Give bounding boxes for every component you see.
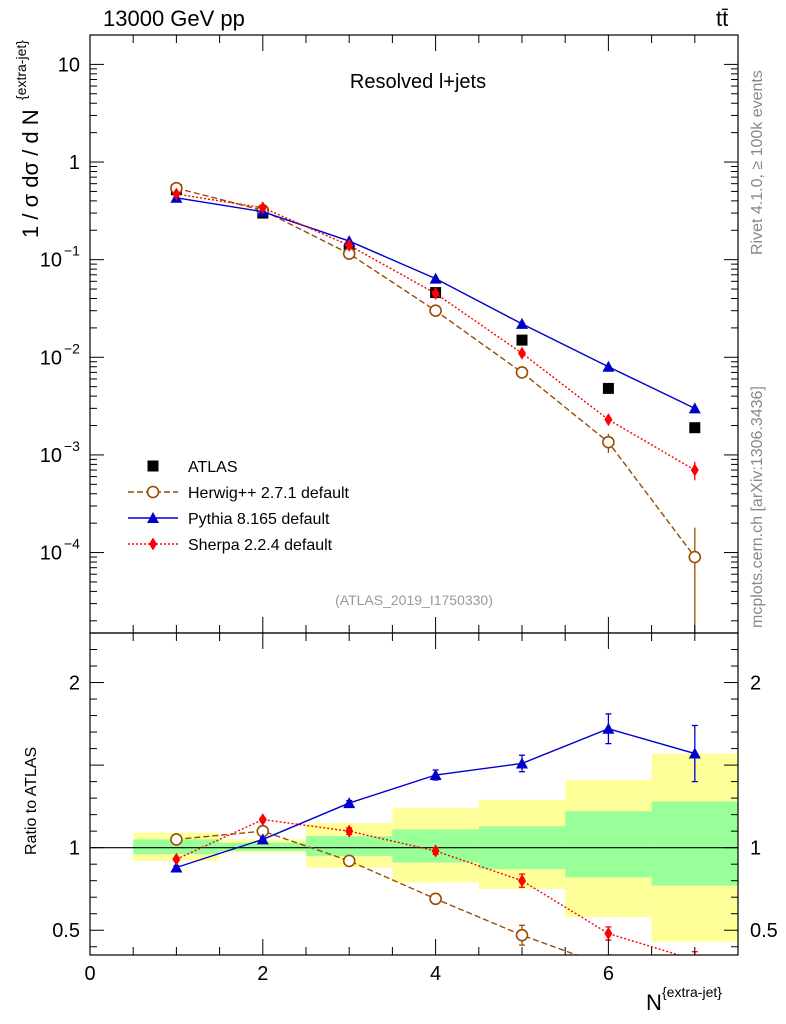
data-point-atlas bbox=[689, 422, 701, 434]
ratio-point-pythia bbox=[170, 861, 183, 873]
ratio-point-herwig bbox=[515, 928, 529, 942]
ratio-point-pythia bbox=[343, 797, 356, 809]
series-line-sherpa bbox=[176, 193, 696, 471]
ratio-y-tick-label-right: 0.5 bbox=[750, 920, 778, 942]
ratio-frame bbox=[89, 632, 739, 956]
y-tick-exponent: −1 bbox=[64, 243, 80, 259]
data-point-pythia bbox=[429, 272, 442, 284]
ratio-point-sherpa bbox=[431, 844, 440, 858]
data-point-sherpa bbox=[172, 187, 181, 201]
y-tick-label: 10 bbox=[58, 54, 80, 76]
band-green bbox=[651, 801, 738, 886]
energy-label: 13000 GeV pp bbox=[103, 6, 245, 31]
data-point-sherpa bbox=[431, 287, 440, 301]
x-axis-label: N {extra-jet} bbox=[646, 984, 722, 1015]
data-point-atlas bbox=[516, 334, 528, 346]
x-axis-label-sup: {extra-jet} bbox=[662, 984, 722, 1000]
legend-marker-sherpa bbox=[149, 537, 157, 551]
legend-label-pythia: Pythia 8.165 default bbox=[188, 511, 330, 528]
ratio-point-sherpa bbox=[604, 927, 613, 941]
ratio-point-sherpa bbox=[345, 824, 354, 838]
chart-title: Resolved l+jets bbox=[350, 71, 486, 93]
analysis-tag: (ATLAS_2019_I1750330) bbox=[335, 592, 493, 608]
data-point-pythia bbox=[602, 360, 615, 372]
ratio-y-tick-label-right: 1 bbox=[750, 838, 761, 860]
data-point-herwig bbox=[515, 366, 529, 379]
legend-marker-pythia bbox=[147, 512, 159, 523]
legend-label-herwig: Herwig++ 2.7.1 default bbox=[188, 485, 350, 502]
data-point-sherpa bbox=[518, 346, 526, 360]
data-point-atlas bbox=[602, 382, 614, 394]
y-tick-label: 1 bbox=[69, 152, 80, 174]
x-tick-label: 2 bbox=[257, 963, 268, 985]
legend-marker-herwig bbox=[146, 485, 160, 499]
ratio-y-tick-label-right: 2 bbox=[750, 673, 761, 695]
ratio-point-pythia bbox=[429, 769, 442, 781]
band-green bbox=[133, 839, 220, 855]
data-point-sherpa bbox=[258, 201, 267, 215]
rivet-version-text: Rivet 4.1.0, ≥ 100k events bbox=[749, 70, 766, 255]
x-axis-label-main: N bbox=[646, 990, 662, 1015]
x-tick-label: 0 bbox=[84, 963, 95, 985]
ratio-point-herwig bbox=[429, 892, 442, 906]
legend-marker-atlas bbox=[147, 460, 159, 472]
x-tick-label: 4 bbox=[430, 963, 441, 985]
band-green bbox=[219, 842, 306, 851]
ratio-point-herwig bbox=[342, 854, 356, 868]
y-axis-label-sup: {extra-jet} bbox=[13, 40, 29, 100]
band-green bbox=[565, 811, 652, 878]
ratio-panel: 2 2 1 1 0.5 0.5 0 2 4 6 Ratio to ATLAS N {extra-… bbox=[23, 35, 778, 1015]
ratio-y-tick-label-left: 2 bbox=[69, 673, 80, 695]
data-point-herwig bbox=[688, 550, 702, 564]
legend: ATLAS Herwig++ 2.7.1 default Pythia 8.165 … bbox=[128, 459, 350, 554]
data-point-sherpa bbox=[690, 463, 699, 477]
y-tick-label: 10 bbox=[40, 250, 62, 272]
ratio-point-pythia bbox=[688, 747, 701, 759]
data-point-herwig bbox=[602, 435, 615, 449]
ratio-point-herwig bbox=[689, 999, 700, 1010]
x-axis: 0 2 4 6 bbox=[84, 35, 739, 985]
ratio-point-sherpa bbox=[172, 852, 181, 866]
data-point-pythia bbox=[516, 317, 528, 329]
ratio-y-tick-label-left: 0.5 bbox=[52, 920, 80, 942]
ratio-y-tick-label-left: 1 bbox=[69, 838, 80, 860]
y-axis-label: 1 / σ dσ / d N {extra-jet} bbox=[13, 40, 43, 238]
data-point-pythia bbox=[688, 402, 701, 414]
y-tick-label: 10 bbox=[40, 347, 62, 369]
y-tick-exponent: −3 bbox=[64, 438, 80, 454]
ratio-plot-area bbox=[90, 713, 738, 1010]
ratio-point-sherpa bbox=[258, 813, 267, 827]
ratio-point-herwig bbox=[170, 833, 183, 846]
series-line-pythia bbox=[176, 197, 696, 409]
process-label: tt̄ bbox=[716, 6, 728, 31]
y-tick-exponent: −2 bbox=[64, 340, 80, 356]
y-tick-label: 10 bbox=[40, 543, 62, 565]
main-plot-area bbox=[170, 181, 702, 633]
y-tick-exponent: −4 bbox=[64, 536, 80, 552]
ratio-y-axis-label: Ratio to ATLAS bbox=[23, 747, 40, 855]
band-green bbox=[306, 836, 393, 856]
x-tick-label: 6 bbox=[603, 963, 614, 985]
y-tick-label: 10 bbox=[40, 445, 62, 467]
ratio-point-pythia bbox=[516, 757, 528, 769]
data-point-herwig bbox=[429, 304, 442, 318]
y-axis-label-main: 1 / σ dσ / d N bbox=[18, 109, 43, 238]
legend-label-sherpa: Sherpa 2.2.4 default bbox=[188, 537, 333, 554]
legend-label-atlas: ATLAS bbox=[188, 459, 238, 476]
ratio-point-pythia bbox=[256, 833, 269, 845]
data-point-sherpa bbox=[604, 413, 613, 427]
ratio-y-axis: 2 2 1 1 0.5 0.5 bbox=[52, 649, 778, 948]
ratio-point-pythia bbox=[602, 722, 615, 734]
ratio-point-sherpa bbox=[518, 874, 526, 888]
mcplots-reference-text: mcplots.cern.ch [arXiv:1306.3436] bbox=[749, 386, 766, 628]
data-point-sherpa bbox=[345, 238, 354, 252]
